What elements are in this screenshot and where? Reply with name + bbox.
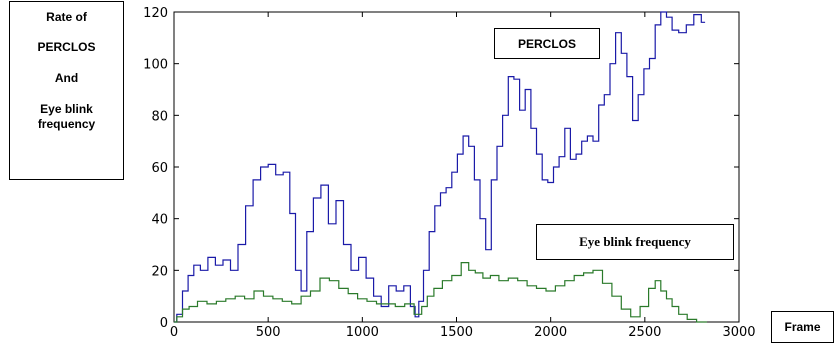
y-axis-label-line-4: Eye blink frequency [37, 102, 96, 131]
x-tick-label: 1000 [346, 325, 379, 340]
y-axis-label-line-2: PERCLOS [37, 40, 96, 54]
y-tick-label: 0 [160, 316, 168, 331]
y-tick-label: 60 [151, 161, 168, 176]
y-tick-label: 40 [151, 213, 168, 228]
x-tick-label: 2500 [628, 325, 661, 340]
y-tick-label: 80 [151, 109, 168, 124]
y-axis-label-box: Rate of PERCLOS And Eye blink frequency [9, 1, 124, 180]
x-tick-label: 500 [256, 325, 281, 340]
y-tick-label: 20 [151, 264, 168, 279]
series-layer [174, 11, 707, 323]
ticks-layer: 0 500 1000 1500 2000 2500 3000 0 20 40 60 80 100 120 [143, 6, 755, 340]
y-tick-label: 100 [143, 58, 168, 73]
x-axis-label: Frame [771, 311, 834, 343]
y-tick-label: 120 [143, 6, 168, 21]
series-line-perclos [174, 11, 706, 323]
y-axis-label-line-1: Rate of [46, 10, 87, 24]
series-line-eye-blink-frequency [174, 262, 707, 323]
x-tick-label: 3000 [722, 325, 755, 340]
perclos-annotation: PERCLOS [494, 28, 600, 59]
y-axis-label-line-3: And [54, 71, 79, 85]
x-tick-label: 2000 [534, 325, 567, 340]
x-tick-label: 1500 [440, 325, 473, 340]
x-tick-label: 0 [170, 325, 178, 340]
eye-blink-annotation: Eye blink frequency [536, 224, 734, 260]
